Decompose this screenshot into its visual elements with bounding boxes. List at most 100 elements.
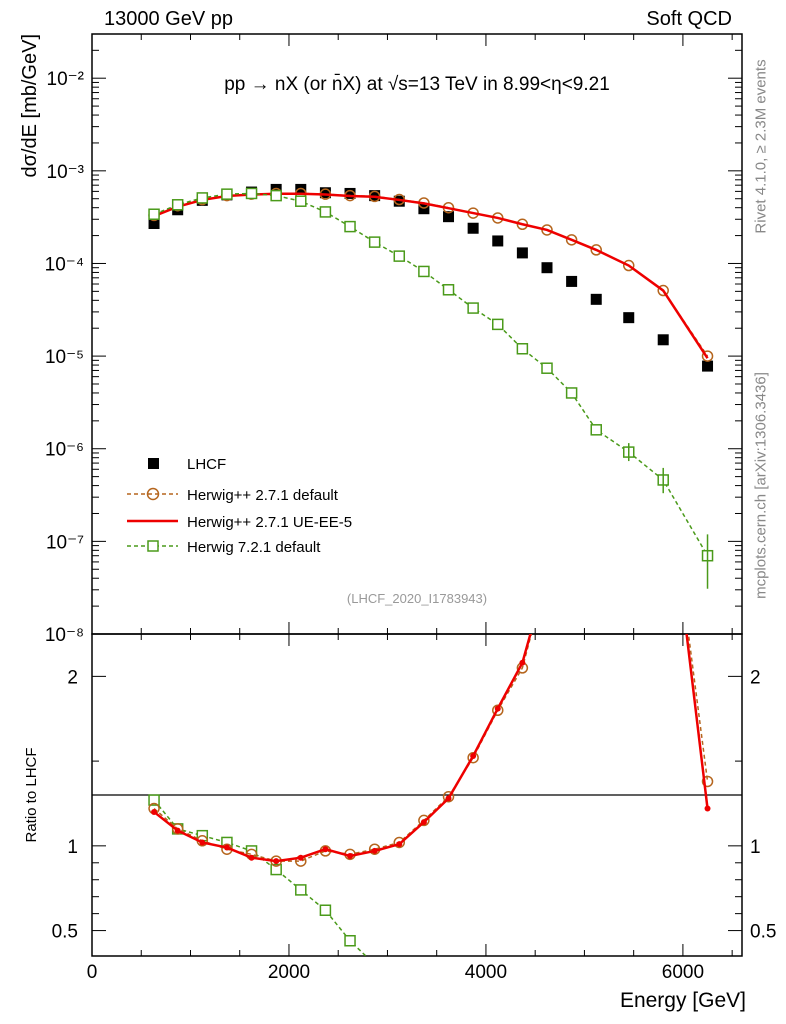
- legend-marker-herwig7-default: [147, 540, 159, 552]
- herwigpp-default-point: [701, 350, 714, 362]
- rivet-version-label: Rivet 4.1.0, ≥ 2.3M events: [752, 59, 770, 234]
- herwig7-point: [245, 187, 258, 200]
- y-tick-label-main: 10⁻⁸: [45, 625, 84, 646]
- ratio-herwig7-point: [148, 794, 160, 806]
- y-tick-label-main: 10⁻⁴: [45, 254, 84, 275]
- lhcf-data-point: [467, 222, 479, 234]
- axis-ticks: 0 2000 4000 6000 10⁻⁸ 10⁻⁷ 10⁻⁶ 10⁻⁵ 10⁻⁴ 10⁻³ 10⁻…: [45, 33, 776, 983]
- ratio-herwigpp-default-point: [171, 823, 184, 835]
- x-tick-label: 4000: [465, 962, 507, 983]
- y-axis-label-ratio: Ratio to LHCF: [23, 747, 40, 842]
- ratio-ueee5-point: [347, 853, 354, 860]
- ratio-ueee5-point: [151, 808, 158, 815]
- ratio-series-group: [148, 385, 714, 969]
- lhcf-data-point: [541, 262, 553, 274]
- herwig7-point: [221, 188, 233, 200]
- lhcf-data-point: [443, 211, 455, 223]
- header-right: Soft QCD: [646, 8, 732, 30]
- ratio-ueee5-point: [519, 659, 526, 666]
- ratio-series-clip-group: [148, 385, 714, 969]
- lhcf-data-point: [393, 195, 405, 207]
- herwig7-point: [148, 208, 160, 220]
- y-tick-label-ratio-right: 1: [750, 837, 761, 858]
- ratio-ueee5-point: [660, 436, 666, 442]
- x-axis-label: Energy [GeV]: [620, 989, 746, 1012]
- ratio-herwig7-point: [370, 959, 380, 969]
- y-tick-label-ratio: 0.5: [52, 922, 78, 943]
- ratio-ueee5-point: [396, 841, 403, 848]
- ratio-herwigpp-default-point: [492, 704, 504, 717]
- series-line-2: [153, 192, 709, 359]
- herwig7-point: [516, 343, 529, 355]
- header-left: 13000 GeV pp: [104, 8, 233, 30]
- series-line-3: [153, 192, 709, 557]
- y-axis-label-main: dσ/dE [mb/GeV]: [19, 34, 41, 178]
- ratio-ueee5-point: [544, 572, 550, 578]
- lhcf-data-point: [702, 360, 714, 372]
- ratio-ueee5-point: [174, 827, 181, 834]
- legend-label-herwig7-default: Herwig 7.2.1 default: [187, 539, 321, 556]
- herwig7-point: [418, 265, 430, 278]
- y-tick-label-main: 10⁻⁶: [45, 440, 84, 461]
- ratio-line-3: [153, 799, 367, 956]
- legend-label-lhcf: LHCF: [187, 456, 226, 473]
- lhcf-data-point: [319, 187, 331, 199]
- herwigpp-default-point: [622, 259, 635, 272]
- ratio-ueee5-point: [494, 705, 501, 712]
- herwig7-point: [319, 206, 332, 218]
- y-tick-label-main: 10⁻³: [47, 162, 85, 183]
- lhcf-data-point: [516, 247, 528, 259]
- analysis-id: (LHCF_2020_I1783943): [347, 591, 487, 606]
- lhcf-data-point: [590, 293, 602, 305]
- herwigpp-default-point: [565, 234, 578, 246]
- lhcf-data-point: [566, 275, 578, 287]
- legend-label-herwigpp-default: Herwig++ 2.7.1 default: [187, 487, 339, 504]
- ratio-ueee5-point: [626, 385, 632, 391]
- ratio-ueee5-point: [273, 858, 280, 865]
- ratio-ueee5-point: [371, 847, 378, 854]
- herwig7-point: [295, 195, 307, 207]
- series-group: [148, 183, 714, 589]
- lhcf-data-point: [492, 235, 504, 247]
- ratio-ueee5-point: [297, 854, 304, 861]
- ratio-herwig7-point: [344, 934, 356, 947]
- herwig7-point: [171, 199, 184, 211]
- ratio-ueee5-point: [322, 846, 329, 853]
- y-tick-label-ratio: 1: [67, 837, 78, 858]
- herwigpp-default-point: [590, 244, 602, 256]
- ratio-line-1: [153, 634, 709, 862]
- ratio-herwigpp-default-point: [442, 790, 455, 803]
- herwig7-point: [393, 250, 406, 262]
- y-tick-label-main: 10⁻⁷: [46, 532, 84, 553]
- ratio-ueee5-point: [445, 795, 452, 802]
- herwigpp-default-point: [657, 284, 669, 297]
- legend-label-herwigpp-ueee5: Herwig++ 2.7.1 UE-EE-5: [187, 514, 352, 531]
- herwig7-point: [368, 236, 381, 248]
- x-tick-label: 0: [87, 962, 98, 983]
- series-line-1: [153, 192, 709, 357]
- chart-title: pp → nX (or n̄X) at √s=13 TeV in 8.99<η<…: [224, 74, 610, 95]
- herwig7-point: [270, 189, 282, 202]
- lhcf-data-point: [148, 218, 160, 230]
- y-tick-label-ratio-right: 0.5: [750, 922, 776, 943]
- y-tick-label-ratio: 2: [67, 667, 78, 688]
- ratio-ueee5-point: [420, 819, 427, 826]
- ratio-herwigpp-default-point: [542, 570, 552, 580]
- y-tick-label-main: 10⁻⁵: [45, 347, 84, 368]
- ratio-ueee5-point: [704, 805, 711, 812]
- lhcf-data-point: [418, 203, 430, 215]
- legend: LHCF Herwig++ 2.7.1 default Herwig++ 2.7…: [127, 456, 352, 556]
- ratio-herwigpp-default-point: [393, 836, 406, 849]
- ratio-ueee5-point: [223, 844, 230, 851]
- lhcf-data-point: [270, 183, 282, 195]
- herwig7-point: [442, 284, 455, 296]
- ratio-herwigpp-default-point: [567, 519, 577, 529]
- herwig7-point: [344, 220, 356, 233]
- ratio-ueee5-point: [199, 839, 206, 846]
- ratio-herwig7-point: [295, 884, 307, 896]
- herwig7-point: [467, 302, 479, 314]
- ratio-ueee5-point: [569, 521, 575, 527]
- ratio-ueee5-point: [248, 854, 255, 861]
- lhcf-data-point: [295, 183, 307, 195]
